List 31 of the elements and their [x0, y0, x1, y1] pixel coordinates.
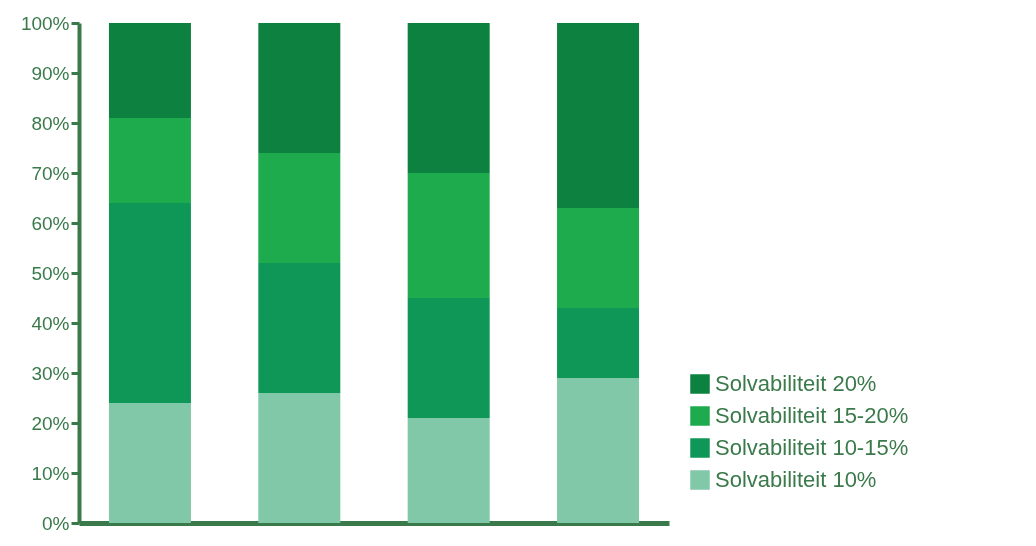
legend-label: Solvabiliteit 10%: [715, 467, 877, 492]
bar: [407, 418, 490, 523]
bar: [258, 153, 341, 263]
y-tick-label: 10%: [31, 462, 70, 484]
y-tick-label: 50%: [31, 262, 70, 284]
y-tick-label: 40%: [31, 312, 70, 334]
bar: [258, 393, 341, 523]
bar: [557, 378, 640, 523]
y-tick-label: 60%: [31, 212, 70, 234]
bar: [407, 23, 490, 173]
bar: [258, 23, 341, 153]
bar: [557, 208, 640, 308]
y-tick-label: 20%: [31, 412, 70, 434]
bar: [557, 308, 640, 378]
bar: [557, 23, 640, 208]
bar: [108, 118, 191, 203]
bar: [407, 173, 490, 298]
legend-label: Solvabiliteit 10-15%: [715, 435, 909, 460]
bar: [258, 263, 341, 393]
bar: [108, 23, 191, 118]
bar: [407, 298, 490, 418]
y-tick-label: 70%: [31, 162, 70, 184]
bar: [108, 203, 191, 403]
y-tick-label: 100%: [20, 12, 70, 34]
bar: [108, 403, 191, 523]
y-tick-label: 30%: [31, 362, 70, 384]
legend-label: Solvabiliteit 20%: [715, 371, 877, 396]
y-tick-label: 0%: [42, 512, 70, 534]
y-tick-label: 90%: [31, 62, 70, 84]
legend-label: Solvabiliteit 15-20%: [715, 403, 909, 428]
y-tick-label: 80%: [31, 112, 70, 134]
